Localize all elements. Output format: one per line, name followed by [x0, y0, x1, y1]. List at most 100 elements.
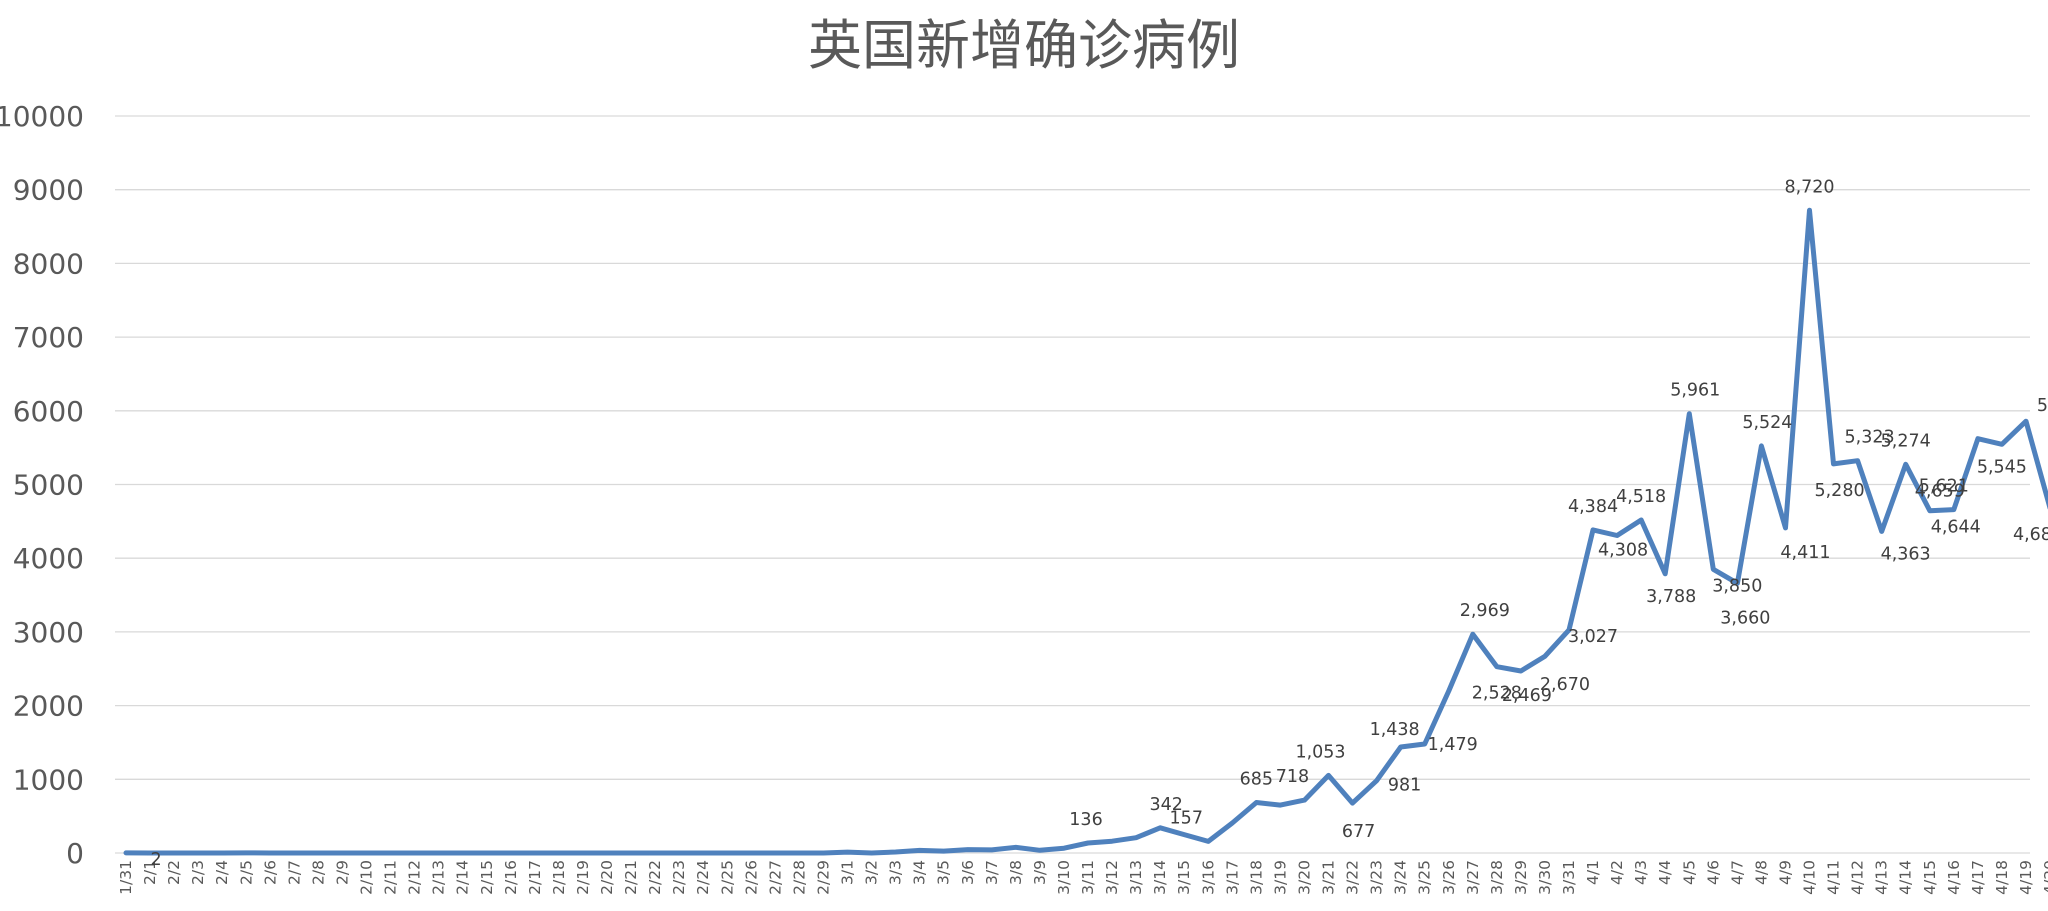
x-tick-label: 3/25 [1416, 860, 1434, 895]
x-tick-label: 4/17 [1969, 860, 1987, 895]
x-tick-label: 3/1 [839, 860, 857, 885]
chart-title: 英国新增确诊病例 [808, 14, 1240, 77]
y-tick-label: 6000 [13, 395, 84, 428]
x-axis-ticks: 1/31 2/1 2/2 2/3 2/4 2/5 2/6 2/7 2/8 2/9 2/10 2/11 2… [117, 860, 2048, 895]
data-label: 5,274 [1881, 431, 1931, 451]
x-tick-label: 2/5 [237, 860, 255, 885]
x-tick-label: 3/2 [863, 860, 881, 885]
x-tick-label: 4/9 [1776, 860, 1794, 885]
data-label: 5,524 [1742, 413, 1792, 433]
y-tick-label: 5000 [13, 469, 84, 502]
x-tick-label: 3/6 [959, 860, 977, 885]
x-tick-label: 4/19 [2017, 860, 2035, 895]
x-tick-label: 4/4 [1656, 860, 1674, 885]
data-label: 5,280 [1814, 481, 1864, 501]
x-tick-label: 4/12 [1849, 860, 1867, 895]
data-label: 5,545 [1977, 457, 2027, 477]
data-label: 5,859 [2037, 396, 2048, 416]
y-tick-label: 9000 [13, 174, 84, 207]
y-tick-label: 0 [66, 837, 84, 870]
x-tick-label: 3/27 [1464, 860, 1482, 895]
data-label: 2 [150, 850, 161, 870]
data-label: 136 [1069, 810, 1102, 830]
x-tick-label: 2/2 [165, 860, 183, 885]
x-tick-label: 1/31 [117, 860, 135, 895]
x-tick-label: 3/23 [1368, 860, 1386, 895]
data-label: 1,479 [1428, 735, 1478, 755]
x-tick-label: 3/10 [1055, 860, 1073, 895]
x-tick-label: 4/10 [1801, 860, 1819, 895]
data-label: 4,384 [1568, 497, 1618, 517]
x-tick-label: 2/28 [790, 860, 808, 895]
x-tick-label: 2/15 [478, 860, 496, 895]
x-tick-label: 3/21 [1320, 860, 1338, 895]
data-label: 342 [1149, 795, 1182, 815]
y-tick-label: 10000 [0, 100, 84, 133]
data-label: 685 [1240, 770, 1273, 790]
data-label: 2,969 [1460, 601, 1510, 621]
gridlines [115, 115, 2030, 854]
x-tick-label: 3/12 [1103, 860, 1121, 895]
data-label: 981 [1388, 776, 1421, 796]
x-tick-label: 2/12 [406, 860, 424, 895]
x-tick-label: 3/30 [1536, 860, 1554, 895]
series-line [123, 207, 2048, 856]
x-tick-label: 4/5 [1680, 860, 1698, 885]
y-tick-label: 1000 [13, 763, 84, 796]
x-tick-label: 2/8 [309, 860, 327, 885]
x-tick-label: 2/3 [189, 860, 207, 885]
x-tick-label: 3/18 [1247, 860, 1265, 895]
x-tick-label: 2/1 [141, 860, 159, 885]
x-tick-label: 4/8 [1752, 860, 1770, 885]
x-tick-label: 2/18 [550, 860, 568, 895]
x-tick-label: 2/14 [454, 860, 472, 895]
x-tick-label: 3/20 [1295, 860, 1313, 895]
data-label: 4,683 [2013, 525, 2048, 545]
x-tick-label: 4/20 [2041, 860, 2048, 895]
x-tick-label: 2/20 [598, 860, 616, 895]
x-tick-label: 4/6 [1704, 860, 1722, 885]
data-label: 5,323 [1845, 428, 1895, 448]
data-label: 2,469 [1502, 686, 1552, 706]
y-tick-label: 4000 [13, 542, 84, 575]
x-tick-label: 3/4 [911, 860, 929, 885]
x-tick-label: 2/19 [574, 860, 592, 895]
data-label: 4,659 [1915, 482, 1965, 502]
y-tick-label: 8000 [13, 247, 84, 280]
x-tick-label: 4/18 [1993, 860, 2011, 895]
x-tick-label: 3/9 [1031, 860, 1049, 885]
x-tick-label: 3/19 [1271, 860, 1289, 895]
x-tick-label: 2/27 [766, 860, 784, 895]
x-tick-label: 3/7 [983, 860, 1001, 885]
x-tick-label: 2/16 [502, 860, 520, 895]
data-label: 3,788 [1646, 587, 1696, 607]
data-label: 718 [1276, 767, 1309, 787]
x-tick-label: 3/31 [1560, 860, 1578, 895]
x-tick-label: 4/2 [1608, 860, 1626, 885]
x-tick-label: 3/22 [1344, 860, 1362, 895]
x-tick-label: 4/14 [1897, 860, 1915, 895]
data-label: 3,660 [1720, 608, 1770, 628]
x-tick-label: 3/5 [935, 860, 953, 885]
x-tick-label: 2/6 [261, 860, 279, 885]
x-tick-label: 2/10 [358, 860, 376, 895]
x-tick-label: 2/17 [526, 860, 544, 895]
x-tick-label: 3/13 [1127, 860, 1145, 895]
x-tick-label: 4/11 [1825, 860, 1843, 895]
x-tick-label: 4/1 [1584, 860, 1602, 885]
data-label: 3,027 [1568, 627, 1618, 647]
x-tick-label: 4/3 [1632, 860, 1650, 885]
x-tick-label: 4/13 [1873, 860, 1891, 895]
x-tick-label: 3/15 [1175, 860, 1193, 895]
data-label: 4,308 [1598, 541, 1648, 561]
y-tick-label: 2000 [13, 690, 84, 723]
x-tick-label: 4/15 [1921, 860, 1939, 895]
x-tick-label: 3/26 [1440, 860, 1458, 895]
data-label: 1,438 [1370, 720, 1420, 740]
x-tick-label: 2/7 [285, 860, 303, 885]
y-axis-ticks: 0 1000 2000 3000 4000 5000 6000 7000 8000 9000 100… [0, 100, 84, 870]
data-label: 3,850 [1712, 576, 1762, 596]
data-label: 157 [1170, 808, 1203, 828]
